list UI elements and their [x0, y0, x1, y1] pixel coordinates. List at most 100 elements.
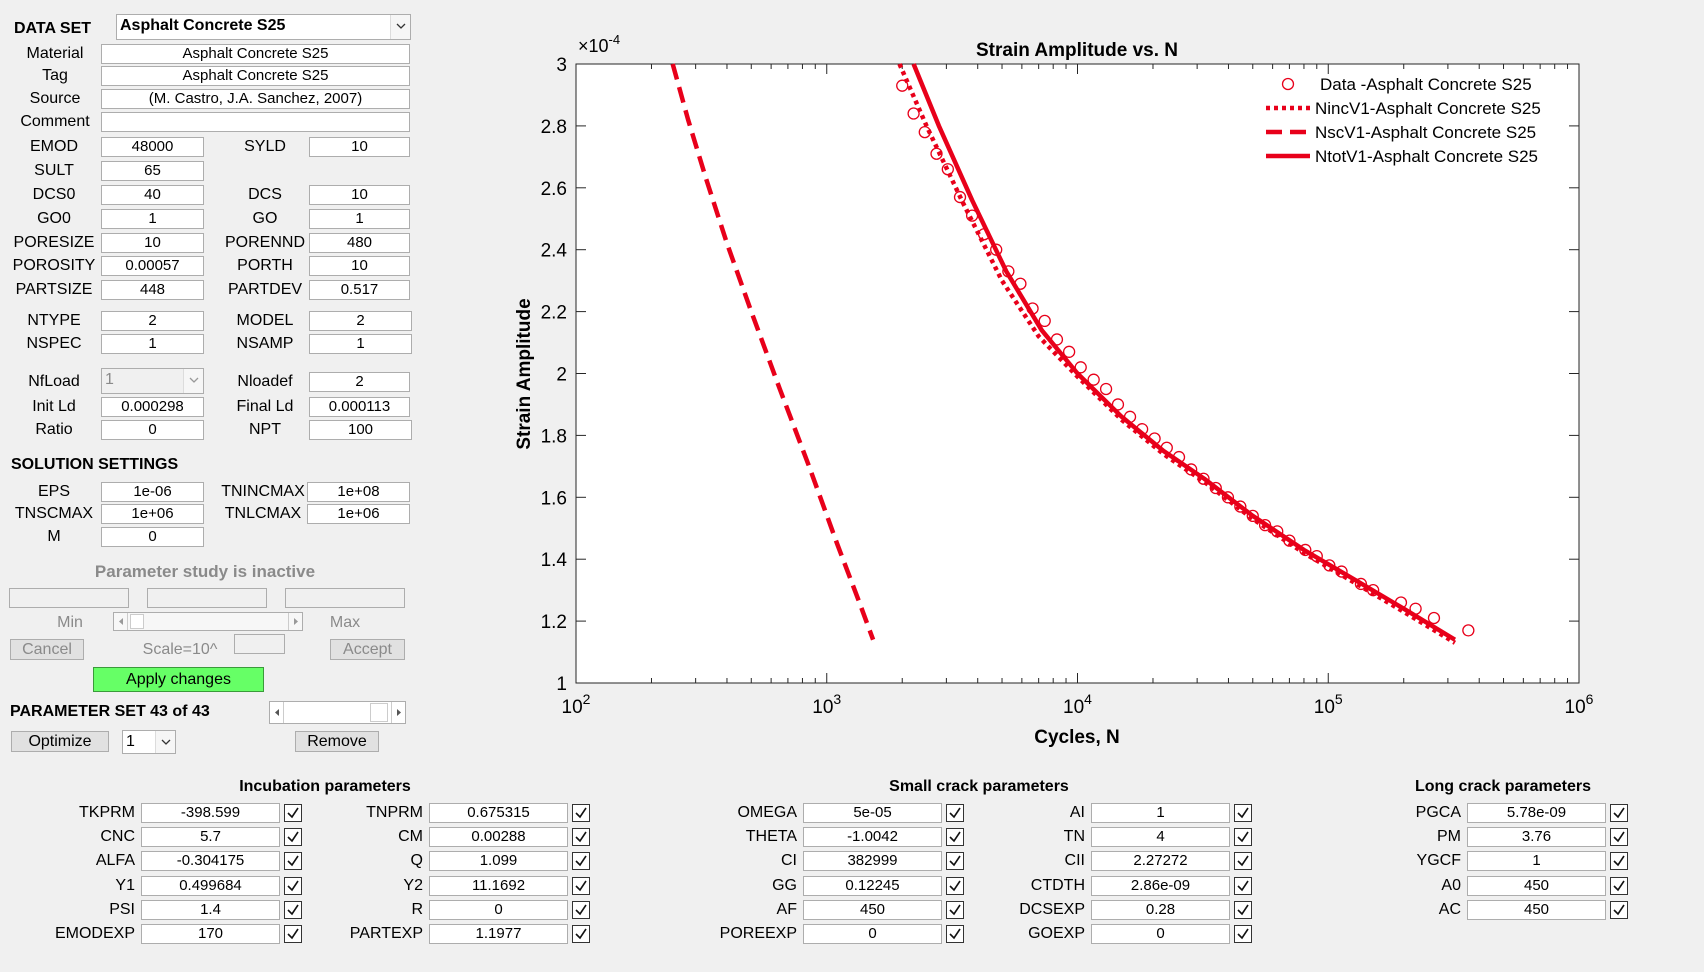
ai-field[interactable]: 1: [1091, 803, 1230, 823]
sult-field[interactable]: 65: [101, 161, 204, 181]
tkprm-checkbox[interactable]: [284, 804, 302, 822]
af-checkbox[interactable]: [946, 901, 964, 919]
emodexp-checkbox[interactable]: [284, 925, 302, 943]
goexp-field[interactable]: 0: [1091, 924, 1230, 944]
ctdth-field[interactable]: 2.86e-09: [1091, 876, 1230, 896]
study-slider[interactable]: [113, 612, 303, 631]
tag-field[interactable]: Asphalt Concrete S25: [101, 66, 410, 86]
porth-field[interactable]: 10: [309, 256, 410, 276]
nloadef-field[interactable]: 2: [309, 372, 410, 392]
m-field[interactable]: 0: [101, 527, 204, 547]
cm-field[interactable]: 0.00288: [429, 827, 568, 847]
go0-field[interactable]: 1: [101, 209, 204, 229]
tnincmax-field[interactable]: 1e+08: [307, 482, 410, 502]
slider-left-arrow-icon[interactable]: [114, 613, 128, 630]
theta-field[interactable]: -1.0042: [803, 827, 942, 847]
pm-checkbox[interactable]: [1610, 828, 1628, 846]
accept-button[interactable]: Accept: [330, 639, 405, 660]
r-field[interactable]: 0: [429, 900, 568, 920]
dcs-field[interactable]: 10: [309, 185, 410, 205]
cancel-button[interactable]: Cancel: [10, 639, 84, 660]
init-ld-field[interactable]: 0.000298: [101, 397, 204, 417]
dataset-select[interactable]: Asphalt Concrete S25: [116, 14, 411, 40]
ac-field[interactable]: 450: [1467, 900, 1606, 920]
dcsexp-field[interactable]: 0.28: [1091, 900, 1230, 920]
ctdth-checkbox[interactable]: [1234, 877, 1252, 895]
tnscmax-field[interactable]: 1e+06: [101, 504, 204, 524]
poreexp-field[interactable]: 0: [803, 924, 942, 944]
scroll-right-arrow-icon[interactable]: [391, 702, 405, 723]
ntype-field[interactable]: 2: [101, 311, 204, 331]
y1-field[interactable]: 0.499684: [141, 876, 280, 896]
eps-field[interactable]: 1e-06: [101, 482, 204, 502]
pgca-checkbox[interactable]: [1610, 804, 1628, 822]
ac-checkbox[interactable]: [1610, 901, 1628, 919]
ygcf-checkbox[interactable]: [1610, 852, 1628, 870]
scroll-left-arrow-icon[interactable]: [270, 702, 284, 723]
cii-field[interactable]: 2.27272: [1091, 851, 1230, 871]
cm-checkbox[interactable]: [572, 828, 590, 846]
go-field[interactable]: 1: [309, 209, 410, 229]
optimize-select[interactable]: 1: [122, 730, 176, 754]
theta-checkbox[interactable]: [946, 828, 964, 846]
partexp-checkbox[interactable]: [572, 925, 590, 943]
model-field[interactable]: 2: [309, 311, 412, 331]
emod-field[interactable]: 48000: [101, 137, 204, 157]
partexp-field[interactable]: 1.1977: [429, 924, 568, 944]
y1-checkbox[interactable]: [284, 877, 302, 895]
poresize-field[interactable]: 10: [101, 233, 204, 253]
nfload-select[interactable]: 1: [101, 368, 204, 394]
pgca-field[interactable]: 5.78e-09: [1467, 803, 1606, 823]
porennd-field[interactable]: 480: [309, 233, 410, 253]
scale-field[interactable]: [234, 634, 285, 654]
q-checkbox[interactable]: [572, 852, 590, 870]
dcsexp-checkbox[interactable]: [1234, 901, 1252, 919]
study-max-field[interactable]: [285, 588, 405, 608]
cnc-field[interactable]: 5.7: [141, 827, 280, 847]
omega-field[interactable]: 5e-05: [803, 803, 942, 823]
ci-checkbox[interactable]: [946, 852, 964, 870]
alfa-checkbox[interactable]: [284, 852, 302, 870]
partsize-field[interactable]: 448: [101, 280, 204, 300]
scrollbar-thumb[interactable]: [370, 703, 388, 722]
emodexp-field[interactable]: 170: [141, 924, 280, 944]
dcs0-field[interactable]: 40: [101, 185, 204, 205]
npt-field[interactable]: 100: [309, 420, 412, 440]
tnprm-checkbox[interactable]: [572, 804, 590, 822]
y2-checkbox[interactable]: [572, 877, 590, 895]
y2-field[interactable]: 11.1692: [429, 876, 568, 896]
gg-field[interactable]: 0.12245: [803, 876, 942, 896]
psi-checkbox[interactable]: [284, 901, 302, 919]
q-field[interactable]: 1.099: [429, 851, 568, 871]
source-field[interactable]: (M. Castro, J.A. Sanchez, 2007): [101, 89, 410, 109]
pm-field[interactable]: 3.76: [1467, 827, 1606, 847]
slider-thumb[interactable]: [130, 614, 144, 629]
apply-changes-button[interactable]: Apply changes: [93, 667, 264, 692]
syld-field[interactable]: 10: [309, 137, 410, 157]
parameter-set-scrollbar[interactable]: [269, 701, 406, 724]
comment-field[interactable]: [101, 112, 410, 132]
af-field[interactable]: 450: [803, 900, 942, 920]
tn-checkbox[interactable]: [1234, 828, 1252, 846]
ygcf-field[interactable]: 1: [1467, 851, 1606, 871]
psi-field[interactable]: 1.4: [141, 900, 280, 920]
partdev-field[interactable]: 0.517: [309, 280, 410, 300]
tkprm-field[interactable]: -398.599: [141, 803, 280, 823]
tnprm-field[interactable]: 0.675315: [429, 803, 568, 823]
goexp-checkbox[interactable]: [1234, 925, 1252, 943]
ratio-field[interactable]: 0: [101, 420, 204, 440]
porosity-field[interactable]: 0.00057: [101, 256, 204, 276]
gg-checkbox[interactable]: [946, 877, 964, 895]
nspec-field[interactable]: 1: [101, 334, 204, 354]
poreexp-checkbox[interactable]: [946, 925, 964, 943]
cnc-checkbox[interactable]: [284, 828, 302, 846]
ci-field[interactable]: 382999: [803, 851, 942, 871]
a0-field[interactable]: 450: [1467, 876, 1606, 896]
a0-checkbox[interactable]: [1610, 877, 1628, 895]
tn-field[interactable]: 4: [1091, 827, 1230, 847]
material-field[interactable]: Asphalt Concrete S25: [101, 44, 410, 64]
final-ld-field[interactable]: 0.000113: [309, 397, 410, 417]
nsamp-field[interactable]: 1: [309, 334, 412, 354]
cii-checkbox[interactable]: [1234, 852, 1252, 870]
optimize-button[interactable]: Optimize: [11, 731, 109, 752]
